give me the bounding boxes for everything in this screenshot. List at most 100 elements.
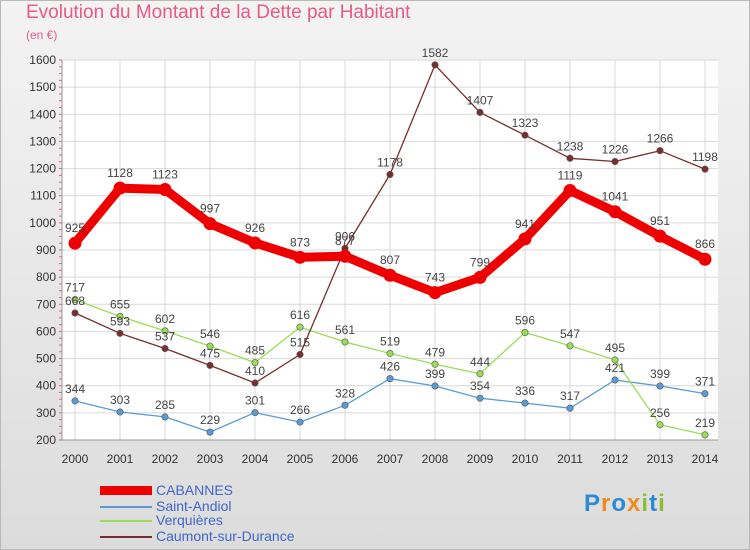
data-point: [473, 270, 487, 284]
data-point: [656, 147, 664, 155]
x-tick-label: 2014: [692, 452, 719, 466]
grid: [62, 59, 718, 441]
series-lines: [68, 61, 712, 439]
y-tick-label: 900: [36, 243, 56, 257]
data-point: [158, 182, 172, 196]
data-label: 743: [425, 271, 445, 285]
y-tick-label: 1100: [30, 189, 56, 203]
x-tick-label: 2007: [377, 452, 404, 466]
x-tick-label: 2012: [602, 452, 629, 466]
y-tick-label: 500: [36, 352, 56, 366]
data-point: [383, 268, 397, 282]
data-point: [296, 323, 304, 331]
data-point: [386, 349, 394, 357]
x-tick-label: 2004: [242, 452, 269, 466]
chart-title: Evolution du Montant de la Dette par Hab…: [26, 2, 411, 23]
x-tick-label: 2005: [287, 452, 314, 466]
data-point: [521, 131, 529, 139]
data-label: 717: [65, 281, 85, 295]
data-label: 1128: [107, 166, 133, 180]
y-tick-label: 1400: [29, 107, 56, 121]
data-label: 301: [245, 394, 265, 408]
data-point: [296, 418, 304, 426]
data-label: 515: [290, 336, 310, 350]
data-point: [431, 360, 439, 368]
x-tick-label: 2009: [467, 452, 494, 466]
data-label: 1238: [557, 139, 584, 153]
y-tick-label: 800: [36, 270, 56, 284]
data-label: 344: [65, 382, 85, 396]
brand-letter: P: [584, 490, 602, 517]
data-label: 421: [605, 361, 625, 375]
y-tick-label: 1200: [29, 162, 56, 176]
data-label: 371: [695, 375, 715, 389]
data-label: 303: [110, 393, 130, 407]
data-label: 799: [470, 255, 490, 269]
y-tick-label: 300: [36, 406, 56, 420]
data-label: 1178: [377, 156, 403, 170]
data-label: 266: [290, 403, 310, 417]
legend-label: Verquières: [156, 512, 223, 528]
data-label: 485: [245, 344, 265, 358]
data-label: 873: [290, 235, 310, 249]
x-tick-label: 2010: [512, 452, 539, 466]
data-point: [656, 421, 664, 429]
data-label: 444: [470, 355, 490, 369]
brand-letter: o: [611, 490, 628, 517]
data-point: [338, 249, 352, 263]
brand-letter: i: [658, 490, 666, 517]
data-label: 1266: [647, 132, 674, 146]
data-point: [563, 184, 577, 198]
data-point: [698, 252, 712, 266]
data-point: [611, 356, 619, 364]
data-label: 1407: [467, 93, 494, 107]
data-label: 546: [200, 327, 220, 341]
data-point: [386, 171, 394, 179]
data-label: 602: [155, 312, 175, 326]
data-point: [431, 61, 439, 69]
data-label: 1226: [602, 143, 629, 157]
data-label: 941: [515, 217, 535, 231]
y-tick-label: 1000: [29, 216, 56, 230]
data-label: 596: [515, 314, 535, 328]
data-point: [206, 342, 214, 350]
data-label: 906: [335, 229, 355, 243]
legend-label: CABANNES: [156, 482, 234, 498]
data-point: [428, 286, 442, 300]
data-label: 655: [110, 298, 130, 312]
y-tick-label: 400: [36, 379, 56, 393]
data-label: 668: [65, 294, 85, 308]
x-tick-label: 2011: [557, 452, 583, 466]
data-label: 285: [155, 398, 175, 412]
legend-swatch: [100, 486, 152, 495]
data-point: [161, 345, 169, 353]
legend-swatch: [100, 520, 152, 522]
data-label: 807: [380, 253, 400, 267]
x-tick-label: 2013: [647, 452, 674, 466]
data-point: [203, 217, 217, 231]
axes: 200 300 400 500 600 700 800 900 1000 1100 1200 1300…: [29, 53, 718, 466]
data-label: 328: [335, 386, 355, 400]
data-point: [251, 359, 259, 367]
data-point: [566, 154, 574, 162]
x-tick-label: 2000: [62, 452, 89, 466]
data-label: 354: [470, 379, 490, 393]
data-point: [248, 236, 262, 250]
data-label: 426: [380, 360, 400, 374]
data-point: [116, 329, 124, 337]
data-label: 317: [560, 389, 580, 403]
data-label: 336: [515, 384, 535, 398]
data-point: [116, 408, 124, 416]
data-label: 410: [245, 364, 265, 378]
data-point: [71, 296, 79, 304]
data-point: [521, 399, 529, 407]
y-tick-label: 1600: [29, 53, 56, 67]
data-labels: 344 303 285 229 301 266 328 426 399 354 336 317 421 3…: [65, 46, 718, 430]
y-tick-label: 1500: [29, 80, 56, 94]
data-label: 593: [110, 314, 130, 328]
data-point: [161, 413, 169, 421]
data-point: [206, 428, 214, 436]
data-point: [611, 376, 619, 384]
data-point: [431, 382, 439, 390]
data-label: 519: [380, 334, 400, 348]
